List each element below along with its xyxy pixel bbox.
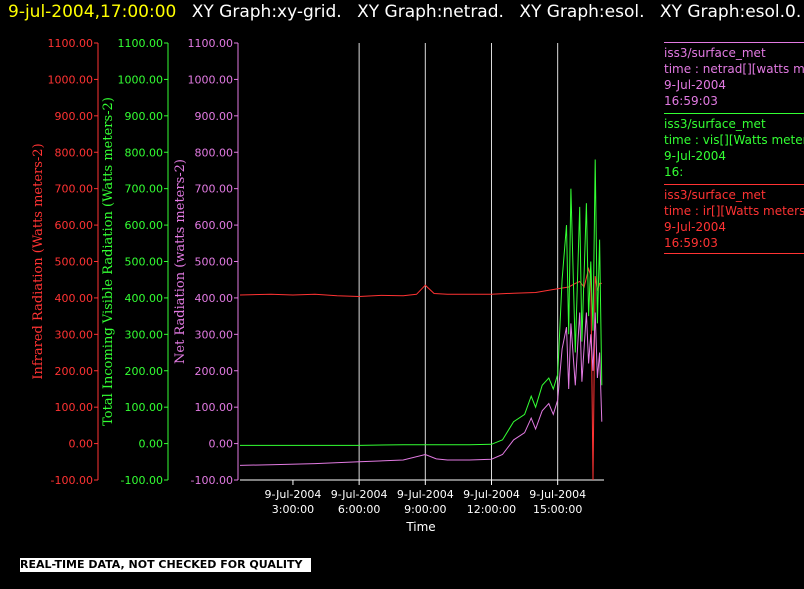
- y-axis-label-ir: Infrared Radiation (Watts meters-2): [31, 143, 46, 379]
- legend-source: iss3/surface_met: [664, 46, 766, 60]
- y-tick-label-vis: 1000.00: [118, 73, 164, 86]
- legend-entry-ir: iss3/surface_met time : ir[][Watts meter…: [664, 184, 804, 256]
- y-tick-label-vis: 500.00: [125, 256, 164, 269]
- legend-date: 9-Jul-2004: [664, 149, 726, 163]
- quality-warning: REAL-TIME DATA, NOT CHECKED FOR QUALITY: [20, 558, 311, 572]
- y-tick-label-net: -100.00: [191, 474, 233, 487]
- y-tick-label-vis: 800.00: [125, 146, 164, 159]
- timestamp: 9-jul-2004,17:00:00: [8, 2, 177, 22]
- y-tick-label-vis: 900.00: [125, 110, 164, 123]
- graph-name-xy-grid[interactable]: XY Graph:xy-grid.: [191, 2, 342, 22]
- y-tick-label-ir: 400.00: [55, 292, 94, 305]
- y-tick-label-ir: 200.00: [55, 365, 94, 378]
- y-tick-label-ir: 300.00: [55, 328, 94, 341]
- y-tick-label-vis: 300.00: [125, 328, 164, 341]
- legend-separator: [664, 113, 804, 114]
- y-tick-label-net: 900.00: [195, 110, 234, 123]
- y-tick-label-ir: 900.00: [55, 110, 94, 123]
- y-tick-label-net: 100.00: [195, 401, 234, 414]
- y-tick-label-ir: 700.00: [55, 183, 94, 196]
- legend-separator: [664, 184, 804, 185]
- y-tick-label-net: 200.00: [195, 365, 234, 378]
- y-tick-label-net: 1100.00: [188, 37, 234, 50]
- legend-time: 16:59:03: [664, 236, 718, 250]
- x-tick-time: 6:00:00: [338, 503, 380, 516]
- legend-separator: [664, 253, 804, 254]
- graph-name-esol-0[interactable]: XY Graph:esol.0.: [659, 2, 802, 22]
- x-tick-time: 9:00:00: [404, 503, 446, 516]
- y-tick-label-net: 1000.00: [188, 73, 234, 86]
- x-tick-date: 9-Jul-2004: [265, 488, 322, 501]
- y-tick-label-ir: 800.00: [55, 146, 94, 159]
- series-line-ir: [239, 266, 602, 481]
- y-tick-label-vis: 1100.00: [118, 37, 164, 50]
- series-line-net: [239, 312, 603, 466]
- legend-source: iss3/surface_met: [664, 188, 766, 202]
- legend-field: time : ir[][Watts meters-2]: [664, 204, 804, 218]
- y-tick-label-ir: 600.00: [55, 219, 94, 232]
- series-line-vis: [240, 159, 603, 446]
- y-tick-label-vis: 100.00: [125, 401, 164, 414]
- y-tick-label-ir: 1000.00: [48, 73, 94, 86]
- legend-field: time : netrad[][watts meters-2]: [664, 62, 804, 76]
- y-tick-label-ir: 100.00: [55, 401, 94, 414]
- y-tick-label-net: 0.00: [209, 438, 234, 451]
- x-tick-date: 9-Jul-2004: [463, 488, 520, 501]
- y-tick-label-ir: 0.00: [69, 438, 94, 451]
- y-tick-label-net: 600.00: [195, 219, 234, 232]
- y-tick-label-ir: 1100.00: [48, 37, 94, 50]
- graph-name-esol[interactable]: XY Graph:esol.: [519, 2, 645, 22]
- y-tick-label-vis: 400.00: [125, 292, 164, 305]
- y-tick-label-vis: 0.00: [139, 438, 164, 451]
- legend-date: 9-Jul-2004: [664, 78, 726, 92]
- y-tick-label-net: 300.00: [195, 328, 234, 341]
- y-tick-label-vis: 700.00: [125, 183, 164, 196]
- legend-date: 9-Jul-2004: [664, 220, 726, 234]
- graph-name-netrad[interactable]: XY Graph:netrad.: [357, 2, 504, 22]
- x-tick-date: 9-Jul-2004: [397, 488, 454, 501]
- legend-source: iss3/surface_met: [664, 117, 766, 131]
- y-tick-label-net: 400.00: [195, 292, 234, 305]
- header-bar: 9-jul-2004,17:00:00 XY Graph:xy-grid. XY…: [0, 0, 804, 26]
- x-tick-time: 3:00:00: [272, 503, 314, 516]
- y-tick-label-net: 800.00: [195, 146, 234, 159]
- y-tick-label-vis: -100.00: [121, 474, 163, 487]
- x-tick-time: 12:00:00: [467, 503, 516, 516]
- y-axis-label-net: Net Radiation (watts meters-2): [173, 159, 188, 364]
- legend-separator: [664, 42, 804, 43]
- legend-field: time : vis[][Watts meters-2]: [664, 133, 804, 147]
- y-tick-label-ir: -100.00: [51, 474, 93, 487]
- y-tick-label-net: 500.00: [195, 256, 234, 269]
- x-tick-date: 9-Jul-2004: [331, 488, 388, 501]
- legend-entry-vis: iss3/surface_met time : vis[][Watts mete…: [664, 113, 804, 180]
- y-axis-label-vis: Total Incoming Visible Radiation (Watts …: [101, 97, 116, 426]
- y-tick-label-vis: 200.00: [125, 365, 164, 378]
- x-tick-time: 15:00:00: [533, 503, 582, 516]
- y-tick-label-ir: 500.00: [55, 256, 94, 269]
- y-tick-label-vis: 600.00: [125, 219, 164, 232]
- legend-time: 16:59:03: [664, 94, 718, 108]
- y-tick-label-net: 700.00: [195, 183, 234, 196]
- legend-entry-netrad: iss3/surface_met time : netrad[][watts m…: [664, 42, 804, 109]
- x-tick-date: 9-Jul-2004: [529, 488, 586, 501]
- legend-time: 16:: [664, 165, 684, 179]
- x-axis-label: Time: [405, 520, 435, 534]
